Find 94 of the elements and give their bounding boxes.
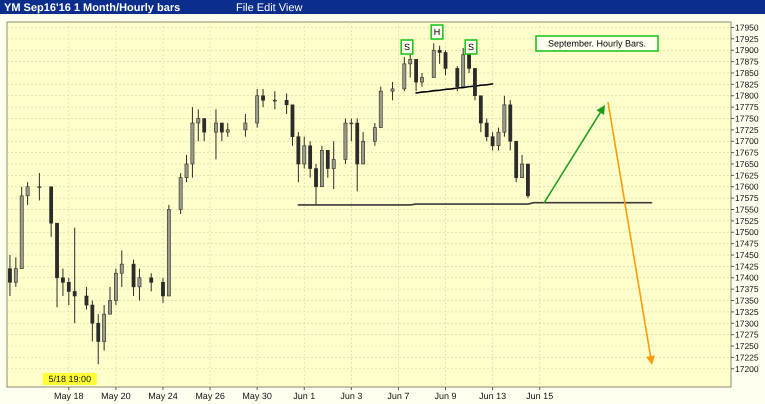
x-tick-label: Jun 3 (340, 391, 362, 401)
y-tick-label: 17875 (735, 56, 759, 67)
x-tick-label: Jun 15 (526, 391, 554, 401)
x-tick-label: Jun 13 (479, 391, 506, 401)
candlestick (8, 254, 12, 296)
candlestick (302, 136, 306, 170)
candlestick (61, 268, 65, 296)
candlestick (326, 150, 330, 178)
y-tick-label: 17450 (735, 250, 759, 260)
x-tick-label: May 26 (195, 391, 225, 401)
candlestick (66, 277, 71, 306)
y-tick-label: 17725 (735, 124, 759, 135)
candlestick (120, 250, 124, 288)
y-tick-label: 17900 (735, 45, 759, 56)
candlestick (272, 90, 277, 110)
y-tick-label: 17550 (735, 204, 759, 214)
y-tick-label: 17225 (735, 352, 759, 362)
candlestick (132, 259, 136, 296)
y-tick-label: 17400 (735, 272, 759, 283)
y-tick-label: 17750 (735, 113, 759, 124)
x-tick-label: May 20 (101, 391, 131, 401)
candlestick (414, 58, 418, 92)
y-tick-label: 17350 (735, 296, 759, 306)
y-tick-label: 17575 (735, 193, 759, 204)
y-tick-label: 17625 (735, 170, 759, 180)
y-tick-label: 17825 (735, 79, 759, 90)
candlestick (520, 154, 524, 178)
candlestick (444, 50, 448, 76)
candlestick (202, 118, 206, 142)
candlestick (372, 122, 377, 146)
candlestick (72, 227, 77, 324)
y-tick-label: 17950 (735, 22, 759, 32)
candlestick (196, 108, 200, 142)
y-tick-label: 17925 (735, 34, 759, 44)
candlestick (108, 286, 112, 315)
y-tick-label: 17200 (735, 364, 759, 374)
candlestick (37, 172, 42, 201)
y-tick-label: 17775 (735, 102, 759, 112)
candlestick (314, 163, 318, 206)
candlestick (332, 140, 336, 190)
chart-title: YM Sep16'16 1 Month/Hourly bars (4, 2, 180, 14)
y-tick-label: 17525 (735, 216, 759, 226)
y-tick-label: 17650 (735, 158, 759, 169)
candlestick (361, 132, 366, 164)
y-tick-label: 17675 (735, 148, 759, 158)
candlestick (149, 272, 154, 292)
candlestick (226, 122, 230, 138)
x-tick-label: Jun 1 (293, 391, 316, 401)
candlestick (455, 66, 460, 92)
candlestick (308, 140, 312, 178)
candlestick (26, 182, 30, 206)
y-tick-label: 17800 (735, 90, 759, 101)
candlestick (84, 286, 88, 310)
y-tick-label: 17600 (735, 182, 759, 192)
candlestick (161, 277, 165, 304)
candlestick (467, 54, 471, 74)
candlestick (490, 132, 495, 151)
y-tick-label: 17425 (735, 261, 759, 272)
candlestick (496, 127, 500, 151)
y-tick-label: 17700 (735, 136, 759, 146)
candlestick (220, 122, 224, 142)
candlestick (390, 82, 394, 101)
candlestick (96, 314, 100, 365)
candlestick (438, 45, 442, 64)
candlestick (349, 118, 354, 142)
candlestick (90, 300, 94, 342)
y-tick-label: 17250 (735, 341, 759, 352)
y-tick-label: 17850 (735, 68, 759, 78)
annotation: 5/18 19:00 (48, 374, 92, 384)
x-tick-label: Jun 9 (434, 391, 457, 401)
annotation: September. Hourly Bars. (548, 38, 646, 49)
candlestick (14, 256, 18, 288)
y-tick-label: 17500 (735, 227, 759, 238)
x-tick-label: May 30 (242, 391, 272, 401)
y-tick-label: 17325 (735, 306, 759, 317)
x-tick-label: May 24 (148, 391, 178, 401)
y-tick-label: 17375 (735, 284, 759, 294)
annotation: S (468, 42, 474, 52)
candlestick (420, 72, 424, 88)
annotation: H (434, 27, 440, 38)
candlestick (138, 268, 142, 302)
candlestick (261, 88, 265, 108)
text: File Edit View (236, 2, 302, 14)
y-tick-label: 17475 (735, 238, 759, 249)
candlestick (243, 113, 248, 138)
y-tick-label: 17275 (735, 330, 759, 340)
candlestick (214, 108, 218, 160)
annotation: S (404, 42, 410, 52)
y-tick-label: 17300 (735, 318, 759, 328)
candlestick (184, 154, 188, 183)
x-tick-label: Jun 7 (387, 391, 410, 401)
candlestick (484, 118, 489, 142)
candlestick (284, 92, 288, 114)
x-tick-label: May 18 (54, 391, 84, 401)
